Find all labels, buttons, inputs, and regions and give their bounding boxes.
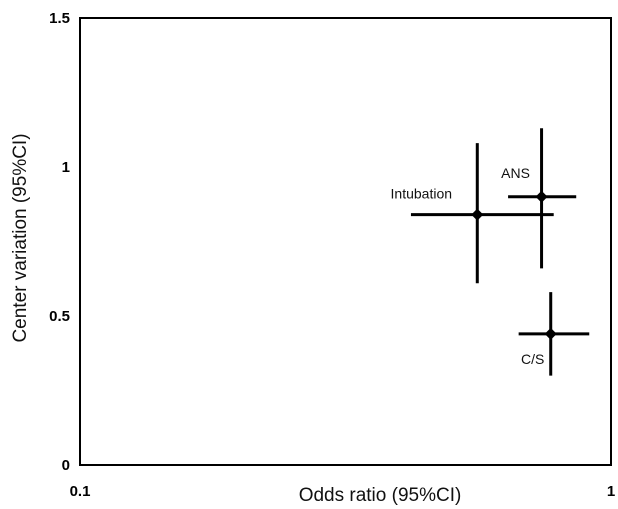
point-label-intubation: Intubation: [391, 186, 453, 202]
x-tick-label-min: 0.1: [70, 483, 91, 500]
x-tick-label-max: 1: [607, 483, 615, 500]
point-label-ans: ANS: [501, 165, 530, 181]
y-tick-label-1-5: 1.5: [49, 10, 70, 27]
plot-area-frame: [79, 17, 612, 466]
point-label-c-s: C/S: [521, 351, 544, 367]
data-point-ans: [535, 190, 548, 203]
data-point-intubation: [471, 208, 484, 221]
x-axis-title: Odds ratio (95%CI): [299, 485, 462, 506]
y-axis-title: Center variation (95%CI): [10, 133, 31, 342]
data-point-c-s: [544, 327, 557, 340]
y-tick-label-0-5: 0.5: [49, 308, 70, 325]
y-tick-label-1: 1: [62, 159, 70, 176]
y-tick-label-0: 0: [62, 457, 70, 474]
